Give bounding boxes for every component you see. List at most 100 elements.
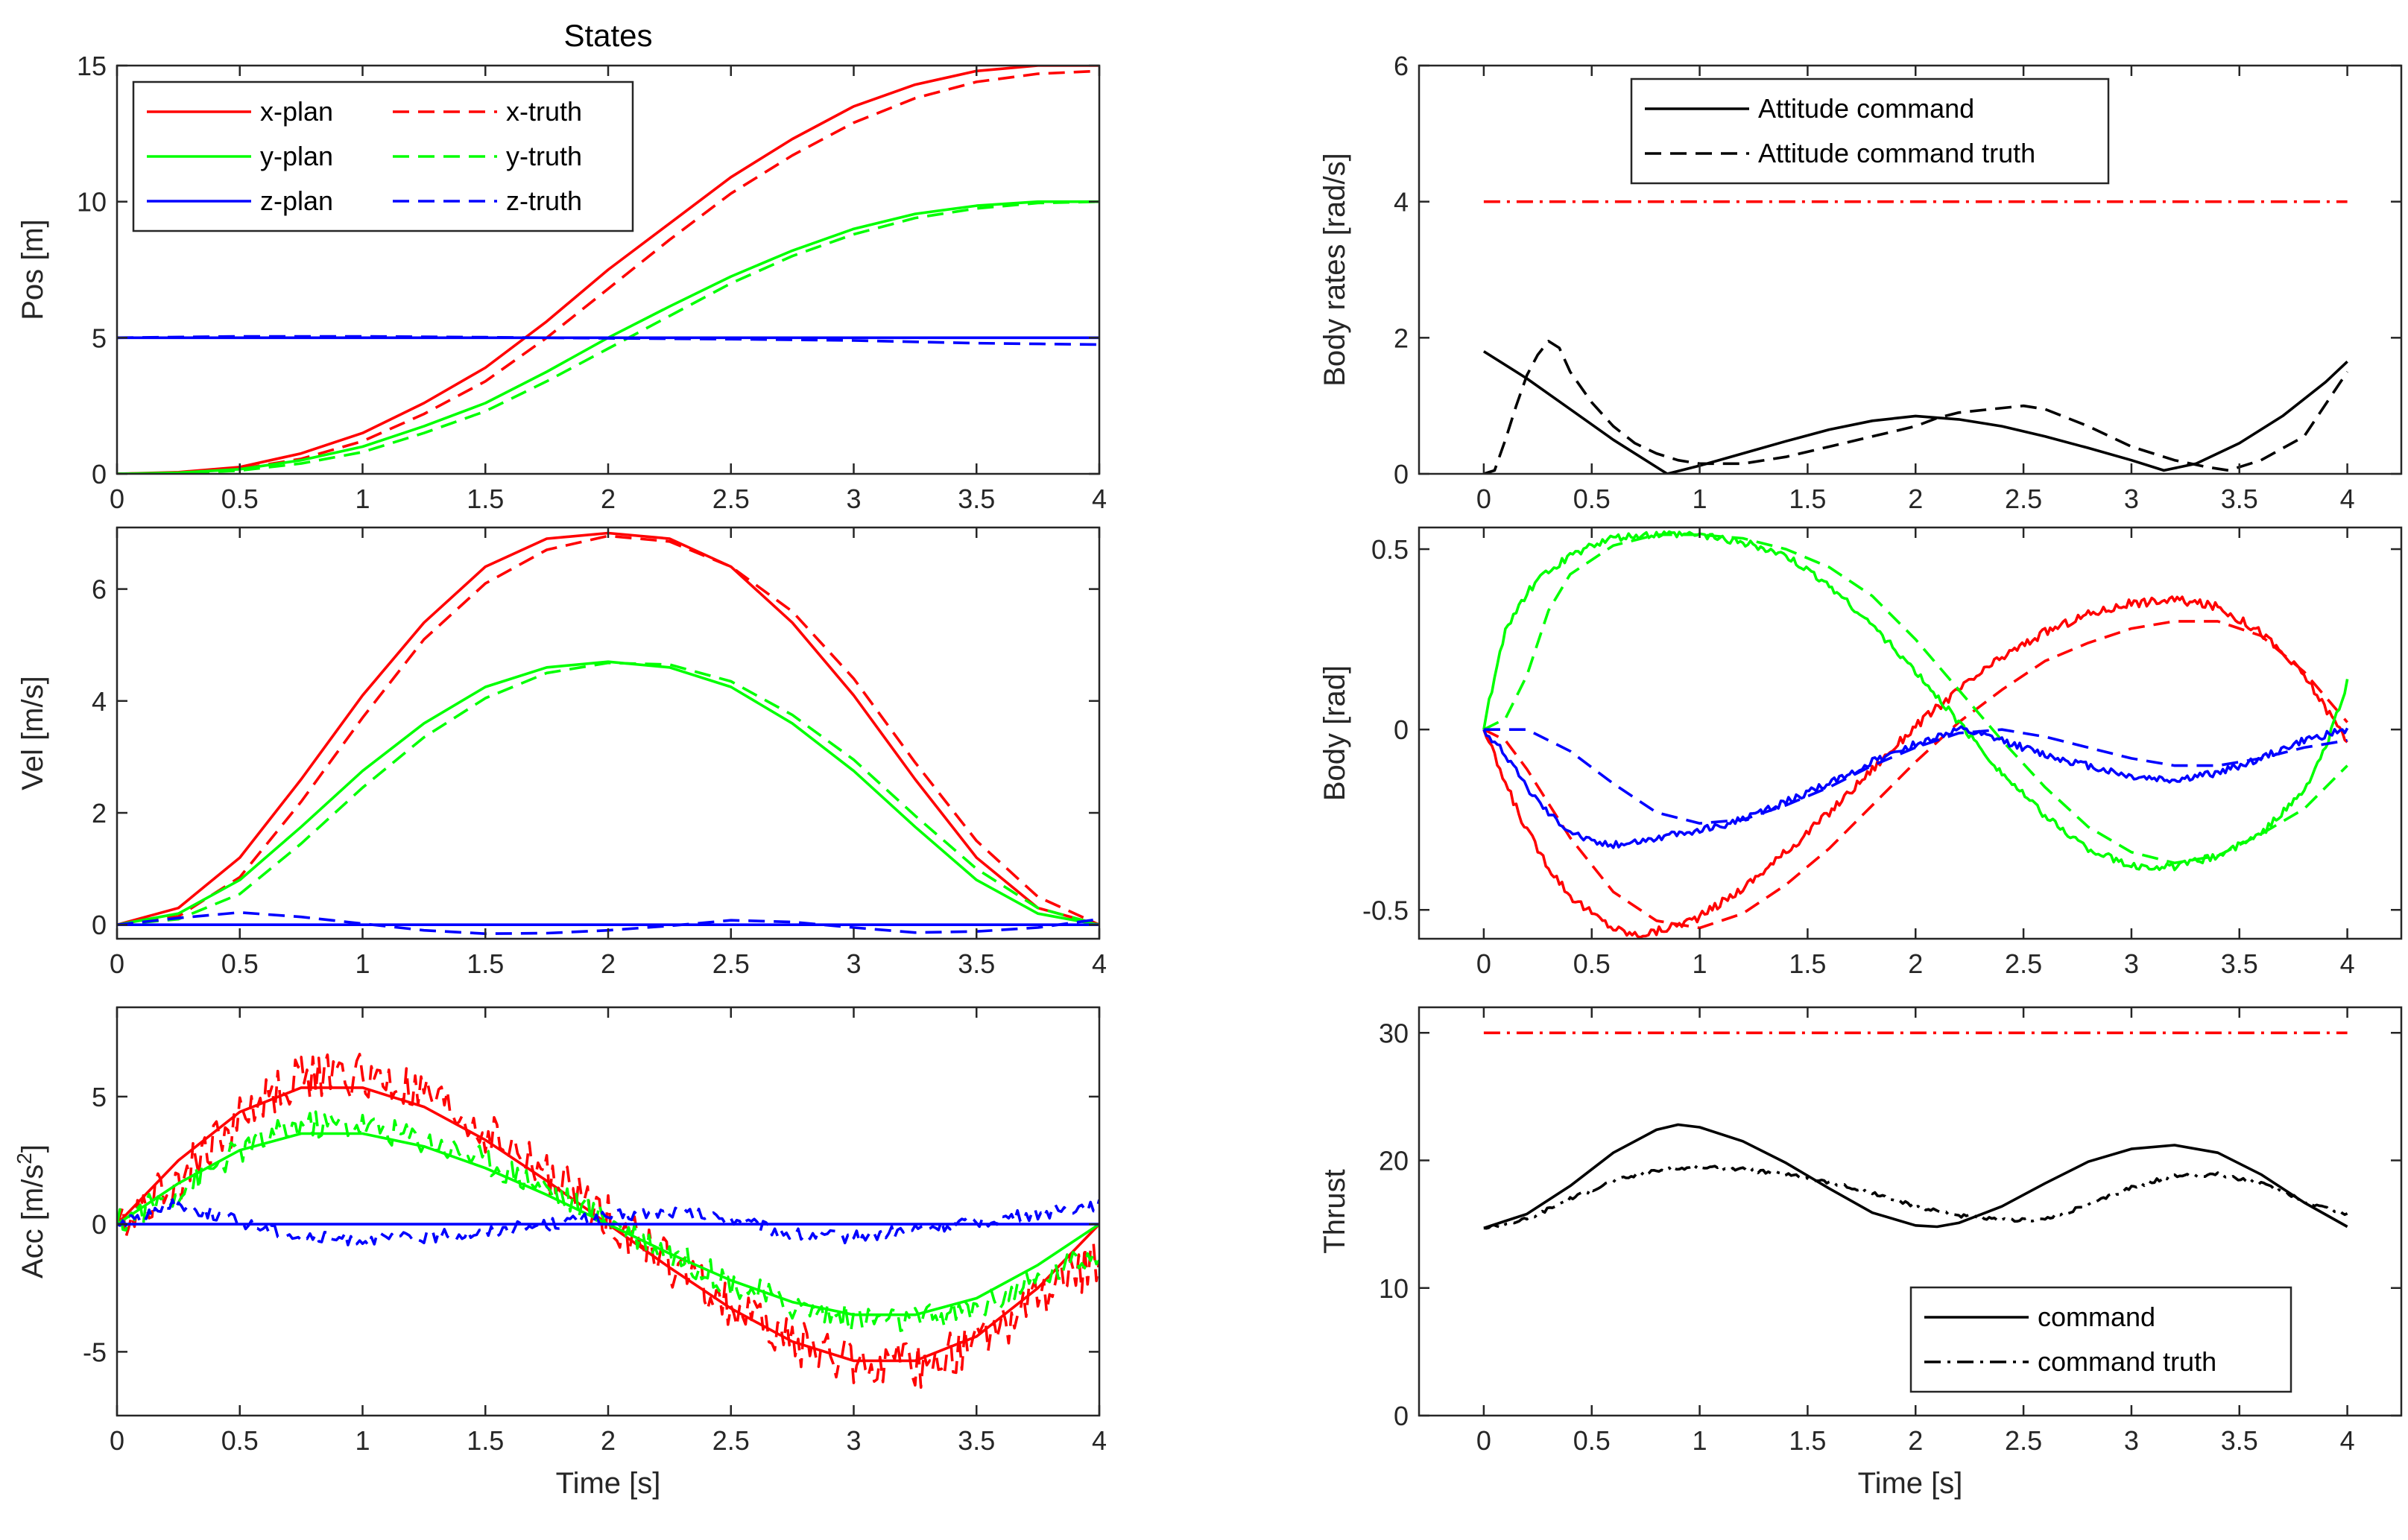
y-tick-label: 0 [1394, 1401, 1409, 1431]
x-tick-label: 3 [2124, 484, 2139, 514]
x-tick-label: 0 [1476, 484, 1491, 514]
x-axis-label: Time [s] [1858, 1467, 1963, 1500]
x-tick-label: 3 [2124, 948, 2139, 979]
x-tick-label: 4 [1092, 948, 1107, 979]
x-tick-label: 2.5 [712, 1425, 750, 1456]
y-tick-label: -0.5 [1362, 895, 1409, 925]
x-tick-label: 0 [1476, 1425, 1491, 1456]
legend: command command truth [1909, 1286, 2292, 1393]
panel-body: 0 0.5 1 1.5 2 2.5 3 3.5 4 -0.5 0 0.5 Body [rad] [1318, 526, 2403, 979]
x-tick-label: 0 [110, 1425, 124, 1456]
x-tick-label: 1 [1693, 948, 1707, 979]
x-tick-label: 3 [846, 948, 861, 979]
x-tick-label: 0 [110, 484, 124, 514]
plot-area [117, 1053, 1099, 1389]
x-tick-label: 2 [601, 1425, 616, 1456]
x-tick-label: 1 [355, 1425, 370, 1456]
x-tick-label: 3.5 [2221, 484, 2258, 514]
y-tick-label: 4 [92, 686, 107, 717]
panel-vel: 0 0.5 1 1.5 2 2.5 3 3.5 4 0 2 4 6 Vel [m/s] [16, 526, 1107, 979]
plot-area [1482, 530, 2349, 939]
series-line-x-plan [117, 66, 1099, 474]
y-tick-label: 10 [1379, 1273, 1409, 1304]
series-line-body-5 [1483, 728, 2348, 825]
y-tick-label: 6 [92, 574, 107, 605]
legend-entry: command [2038, 1302, 2155, 1332]
y-axis-label: Thrust [1318, 1169, 1351, 1253]
x-tick-label: 1 [1693, 484, 1707, 514]
plot-area [1482, 200, 2349, 474]
x-tick-label: 2.5 [712, 484, 750, 514]
series-line-x-truth [117, 1053, 1099, 1389]
x-tick-label: 0.5 [221, 948, 259, 979]
series-line-body-0 [1482, 595, 2348, 939]
x-tick-label: 3.5 [958, 484, 995, 514]
x-tick-label: 2.5 [2005, 484, 2042, 514]
panel-pos: States 0 0.5 1 1.5 2 2.5 3 3.5 4 0 5 10 15 Pos [m] x-p… [16, 18, 1107, 514]
x-tick-label: 1.5 [467, 484, 504, 514]
x-tick-label: 3 [846, 484, 861, 514]
x-tick-label: 4 [1092, 1425, 1107, 1456]
y-tick-label: 6 [1394, 51, 1409, 81]
y-axis-label: Vel [m/s] [16, 676, 49, 790]
x-tick-label: 2.5 [2005, 1425, 2042, 1456]
x-tick-label: 1.5 [1789, 948, 1826, 979]
series-line-body-4 [1482, 725, 2349, 849]
series-line-body-3 [1483, 533, 2348, 865]
x-tick-label: 2 [1908, 484, 1923, 514]
x-tick-label: 1 [355, 484, 370, 514]
x-tick-label: 3.5 [2221, 948, 2258, 979]
x-tick-label: 0.5 [1573, 1425, 1611, 1456]
x-tick-label: 4 [1092, 484, 1107, 514]
x-tick-label: 2.5 [712, 948, 750, 979]
legend-entry: x-truth [506, 96, 582, 127]
x-tick-label: 0 [1476, 948, 1491, 979]
x-tick-label: 4 [2340, 1425, 2355, 1456]
y-axis-label: Body rates [rad/s] [1318, 153, 1351, 386]
series-line-attitude-command-truth [1483, 340, 2349, 474]
axes-frame [1418, 1006, 2403, 1417]
x-tick-label: 2 [601, 948, 616, 979]
legend-box [1909, 1286, 2292, 1393]
panel-body-rates: 0 0.5 1 1.5 2 2.5 3 3.5 4 0 2 4 6 Body rates [rad/s] A… [1318, 51, 2403, 514]
y-tick-label: 2 [92, 798, 107, 828]
series-line-y-truth [117, 1110, 1099, 1333]
x-tick-label: 0 [110, 948, 124, 979]
legend-entry: Attitude command truth [1758, 138, 2035, 168]
legend-box [1630, 77, 2110, 185]
legend-entry: y-truth [506, 141, 582, 171]
x-tick-label: 1.5 [467, 1425, 504, 1456]
legend-entry: y-plan [260, 141, 333, 171]
y-axis-label: Acc [m/s2] [13, 1144, 50, 1278]
y-tick-label: 20 [1379, 1146, 1409, 1176]
x-tick-label: 1 [1693, 1425, 1707, 1456]
x-tick-label: 2 [1908, 948, 1923, 979]
panel-thrust: 0 0.5 1 1.5 2 2.5 3 3.5 4 0 10 20 30 Thrust Time [s] co… [1318, 1006, 2403, 1500]
series-line-y-truth [117, 200, 1099, 474]
x-tick-label: 4 [2340, 484, 2355, 514]
x-tick-label: 3.5 [958, 948, 995, 979]
x-tick-label: 2 [601, 484, 616, 514]
plot-area [117, 66, 1099, 474]
y-tick-label: 0 [1394, 459, 1409, 489]
y-tick-label: 0 [92, 910, 107, 940]
y-tick-label: 5 [92, 1082, 107, 1112]
x-tick-label: 0.5 [221, 1425, 259, 1456]
y-tick-label: 10 [77, 187, 107, 218]
y-tick-label: 0 [92, 1209, 107, 1240]
y-tick-label: 5 [92, 323, 107, 353]
figure-title: States [563, 18, 652, 53]
x-tick-label: 1 [355, 948, 370, 979]
legend-entry: z-truth [506, 186, 582, 216]
axes-frame [1418, 526, 2403, 940]
plot-area [1483, 1031, 2348, 1230]
y-axis-label: Pos [m] [16, 219, 49, 320]
y-tick-label: 2 [1394, 323, 1409, 353]
x-tick-label: 0.5 [1573, 484, 1611, 514]
y-tick-label: 0.5 [1371, 534, 1409, 565]
y-tick-label: -5 [83, 1337, 107, 1367]
y-tick-label: 0 [1394, 714, 1409, 745]
x-tick-label: 0.5 [221, 484, 259, 514]
